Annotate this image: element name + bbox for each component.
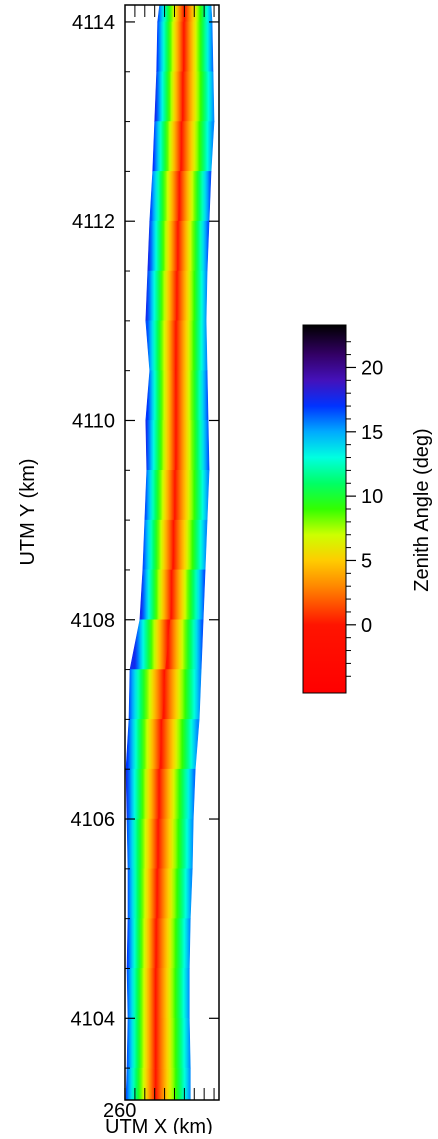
y-tick-label: 4112 — [72, 211, 115, 233]
swath-left — [145, 270, 178, 322]
swath-left — [127, 868, 158, 919]
x-tick-label: 260 — [103, 1100, 136, 1122]
swath-left — [125, 768, 160, 820]
y-tick-label: 4106 — [71, 809, 116, 831]
swath-right — [156, 868, 193, 919]
swath-right — [172, 519, 208, 571]
swath-right — [182, 71, 215, 122]
colorbar-tick-label: 10 — [361, 486, 383, 508]
swath-left — [128, 669, 166, 720]
swath-left — [154, 71, 184, 122]
swath-right — [180, 121, 215, 172]
swath-right — [170, 569, 206, 621]
swath-right — [178, 171, 212, 222]
swath-right — [158, 768, 196, 820]
swath-left — [149, 171, 181, 222]
swath-left — [147, 220, 179, 272]
swath-right — [174, 470, 210, 521]
swath-right — [162, 669, 202, 720]
swath-right — [177, 220, 210, 272]
swath-right — [155, 968, 190, 1019]
swath-left — [142, 519, 175, 571]
swath-right — [165, 619, 204, 670]
swath-left — [139, 569, 173, 621]
swath-left — [125, 719, 163, 770]
swath-left — [156, 21, 185, 73]
swath-left — [129, 619, 171, 670]
plot-frame — [124, 4, 220, 1101]
swath-right — [155, 918, 191, 969]
swath-left — [126, 818, 159, 870]
colorbar-tick-label: 5 — [361, 550, 372, 572]
colorbar-tick-label: 0 — [361, 615, 372, 637]
y-tick-label: 4114 — [72, 12, 115, 34]
swath-right — [184, 4, 213, 23]
swath-left — [126, 918, 157, 969]
swath-left — [152, 121, 183, 172]
colorbar-label: Zenith Angle (deg) — [411, 428, 433, 591]
swath-left — [126, 968, 156, 1019]
swath-right — [176, 270, 208, 322]
x-axis-label: UTM X (km) — [105, 1116, 213, 1134]
swath-right — [175, 370, 209, 421]
y-tick-label: 4104 — [71, 1008, 116, 1030]
y-tick-label: 4108 — [71, 610, 116, 632]
plot-area — [125, 4, 215, 1101]
swath-left — [145, 320, 177, 371]
swath-left — [157, 4, 185, 23]
swath-left — [145, 420, 177, 471]
swath-left — [125, 1067, 156, 1101]
swath-left — [145, 370, 177, 421]
swath-right — [175, 320, 208, 371]
swath-right — [155, 1017, 191, 1069]
colorbar-tick-label: 20 — [361, 357, 383, 379]
swath-right — [157, 818, 194, 870]
swath-left — [126, 1017, 156, 1069]
y-axis-label: UTM Y (km) — [17, 458, 39, 565]
swath-right — [175, 420, 210, 471]
swath-left — [144, 470, 176, 521]
swath-right — [155, 1067, 191, 1101]
colorbar-tick-label: 15 — [361, 422, 383, 444]
swath-right — [183, 21, 214, 73]
colorbar — [302, 324, 347, 694]
y-tick-label: 4110 — [72, 410, 115, 432]
swath-right — [159, 719, 200, 770]
